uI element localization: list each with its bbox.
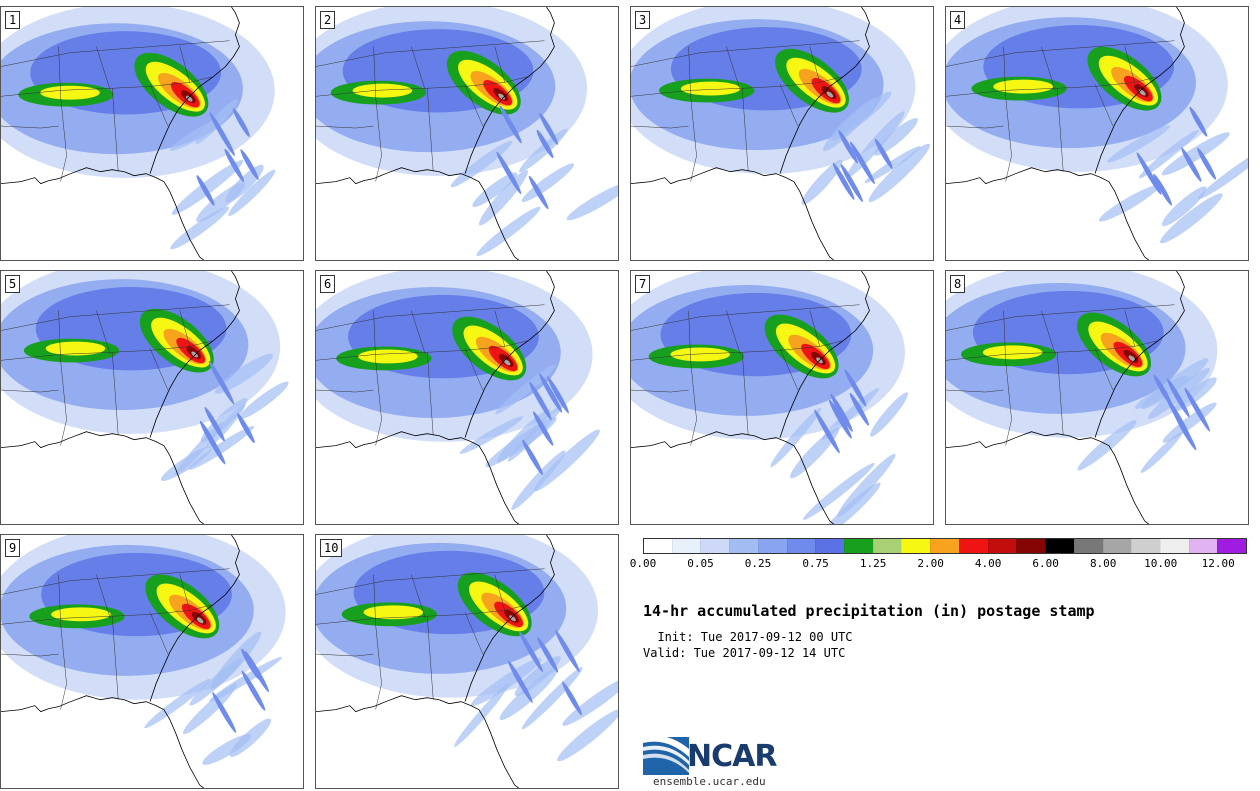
member-panel-5: 5 <box>0 270 304 525</box>
colorbar-swatch <box>930 539 959 553</box>
colorbar-tick-label: 12.00 <box>1201 557 1235 570</box>
logo-url: ensemble.ucar.edu <box>653 775 766 788</box>
colorbar-tick-label: 0.75 <box>802 557 829 570</box>
precip-map <box>1 271 289 524</box>
colorbar-swatch <box>1016 539 1046 553</box>
precip-map <box>1 535 286 788</box>
member-panel-6: 6 <box>315 270 619 525</box>
precip-map <box>631 7 930 260</box>
member-panel-8: 8 <box>945 270 1249 525</box>
colorbar-tick-label: 0.05 <box>687 557 714 570</box>
member-panel-9: 9 <box>0 534 304 789</box>
colorbar-swatch <box>958 539 988 553</box>
precip-map <box>316 535 618 788</box>
colorbar-swatch <box>1045 539 1074 553</box>
precip-map <box>946 7 1248 260</box>
precip-map <box>1 7 276 260</box>
logo-name: NCAR <box>687 739 777 774</box>
colorbar-swatch <box>1073 539 1103 553</box>
colorbar-swatch <box>844 539 873 553</box>
colorbar-swatch <box>901 539 931 553</box>
colorbar-tick-label: 8.00 <box>1089 557 1117 570</box>
colorbar-swatch <box>700 539 730 553</box>
colorbar-swatch <box>1217 539 1247 553</box>
precip-map <box>946 271 1218 524</box>
member-label: 9 <box>5 539 21 557</box>
figure-title: 14-hr accumulated precipitation (in) pos… <box>643 602 1095 620</box>
colorbar-swatch <box>644 539 672 553</box>
colorbar-swatch <box>757 539 787 553</box>
colorbar-swatch <box>1102 539 1132 553</box>
member-label: 8 <box>950 275 966 293</box>
colorbar-swatch <box>729 539 758 553</box>
member-label: 6 <box>320 275 336 293</box>
colorbar-tick-label: 0.00 <box>629 557 657 570</box>
colorbar-tick-label: 1.25 <box>859 557 887 570</box>
member-label: 3 <box>635 11 651 29</box>
member-label: 7 <box>635 275 651 293</box>
member-panel-2: 2 <box>315 6 619 261</box>
colorbar-swatch <box>1188 539 1218 553</box>
init-time: Init: Tue 2017-09-12 00 UTC <box>643 630 853 644</box>
ncar-logo: NCAR ensemble.ucar.edu <box>643 735 793 791</box>
colorbar-swatch <box>671 539 701 553</box>
precip-map <box>631 271 909 524</box>
precip-map <box>316 271 600 524</box>
colorbar-swatch <box>815 539 845 553</box>
colorbar-tick-label: 6.00 <box>1032 557 1059 570</box>
member-label: 5 <box>5 275 21 293</box>
valid-time: Valid: Tue 2017-09-12 14 UTC <box>643 646 846 660</box>
colorbar-swatch <box>1131 539 1160 553</box>
colorbar-swatch <box>1159 539 1189 553</box>
member-label: 2 <box>320 11 336 29</box>
colorbar-tick-label: 0.25 <box>744 557 772 570</box>
member-panel-3: 3 <box>630 6 934 261</box>
member-panel-7: 7 <box>630 270 934 525</box>
member-label: 10 <box>320 539 343 557</box>
colorbar-swatch <box>987 539 1017 553</box>
colorbar-tick-label: 10.00 <box>1144 557 1178 570</box>
member-panel-4: 4 <box>945 6 1249 261</box>
colorbar <box>643 538 1247 554</box>
colorbar-swatch <box>872 539 902 553</box>
colorbar-swatch <box>786 539 816 553</box>
member-label: 1 <box>5 11 21 29</box>
ncar-wave-icon <box>643 735 689 775</box>
colorbar-tick-labels: 0.00 0.05 0.25 0.75 1.25 2.00 4.00 6.00 8.00 10.0… <box>630 557 1247 571</box>
member-label: 4 <box>950 11 966 29</box>
colorbar-tick-label: 2.00 <box>917 557 944 570</box>
member-panel-1: 1 <box>0 6 304 261</box>
precip-map <box>316 7 618 260</box>
member-panel-10: 10 <box>315 534 619 789</box>
colorbar-tick-label: 4.00 <box>974 557 1002 570</box>
